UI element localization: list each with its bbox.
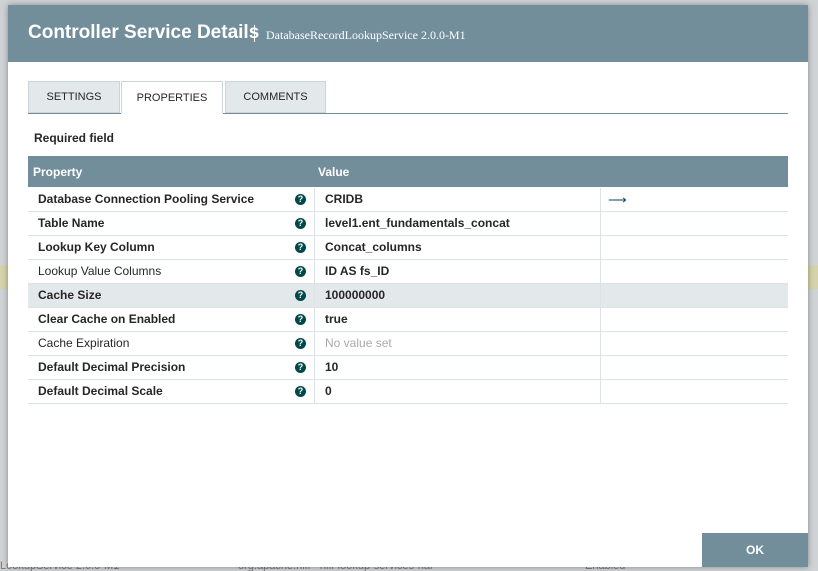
divider (314, 308, 315, 332)
property-value: 100000000 (325, 288, 386, 302)
column-header: Value (318, 165, 350, 179)
property-value: Concat_columns (325, 240, 422, 254)
help-icon[interactable]: ? (295, 338, 306, 349)
help-icon[interactable]: ? (295, 290, 306, 301)
divider (314, 188, 315, 212)
divider (600, 188, 601, 212)
property-value: CRIDB (325, 192, 363, 206)
divider (314, 356, 315, 380)
divider (600, 380, 601, 404)
property-row[interactable]: Cache Expiration? No value set (28, 332, 788, 356)
dialog-subtitle: DatabaseRecordLookupService 2.0.0-M1 (266, 28, 466, 42)
property-name: Cache Expiration (38, 336, 130, 350)
property-name: Lookup Key Column (38, 240, 155, 254)
help-icon[interactable]: ? (295, 362, 306, 373)
help-icon[interactable]: ? (295, 218, 306, 229)
property-row[interactable]: Default Decimal Scale? 0 (28, 380, 788, 404)
help-icon[interactable]: ? (295, 266, 306, 277)
help-icon[interactable]: ? (295, 386, 306, 397)
help-icon[interactable]: ? (295, 194, 306, 205)
property-name: Lookup Value Columns (38, 264, 162, 278)
divider (600, 236, 601, 260)
divider (600, 332, 601, 356)
divider (314, 284, 315, 308)
tab[interactable]: SETTINGS (28, 81, 120, 113)
property-row[interactable]: Lookup Value Columns? ID AS fs_ID (28, 260, 788, 284)
divider (600, 308, 601, 332)
dialog: Controller Service Details DatabaseRecor… (8, 5, 808, 567)
property-name: Database Connection Pooling Service (38, 192, 255, 206)
property-value: 10 (325, 360, 339, 374)
goto-arrow[interactable]: ⟶ (608, 192, 627, 207)
column-header: Property (33, 165, 83, 179)
divider (600, 356, 601, 380)
divider (314, 260, 315, 284)
tab-underline (28, 113, 788, 114)
separator (254, 25, 255, 42)
ok-button[interactable]: OK (702, 533, 808, 567)
property-row[interactable]: Clear Cache on Enabled? true (28, 308, 788, 332)
property-name: Default Decimal Scale (38, 384, 163, 398)
help-icon[interactable]: ? (295, 314, 306, 325)
property-value: ID AS fs_ID (325, 264, 390, 278)
property-name: Table Name (38, 216, 105, 230)
property-row[interactable]: Cache Size? 100000000 (28, 284, 788, 308)
property-name: Cache Size (38, 288, 102, 302)
divider (314, 380, 315, 404)
help-icon[interactable]: ? (295, 242, 306, 253)
property-row[interactable]: Database Connection Pooling Service? CRID… (28, 188, 788, 212)
tab[interactable]: PROPERTIES (121, 81, 223, 114)
property-row[interactable]: Table Name? level1.ent_fundamentals_conca… (28, 212, 788, 236)
divider (600, 284, 601, 308)
required-label: Required field (34, 131, 115, 145)
divider (314, 236, 315, 260)
property-value: No value set (325, 336, 392, 350)
property-value: 0 (325, 384, 332, 398)
divider (600, 260, 601, 284)
tab[interactable]: COMMENTS (225, 81, 326, 113)
property-value: true (325, 312, 348, 326)
property-value: level1.ent_fundamentals_concat (325, 216, 510, 230)
property-name: Default Decimal Precision (38, 360, 186, 374)
property-row[interactable]: Lookup Key Column? Concat_columns (28, 236, 788, 260)
table-header: Property Value (28, 156, 788, 187)
divider (314, 332, 315, 356)
property-row[interactable]: Default Decimal Precision? 10 (28, 356, 788, 380)
divider (600, 212, 601, 236)
divider (314, 212, 315, 236)
dialog-title: Controller Service Details (28, 22, 260, 43)
dialog-header: Controller Service Details DatabaseRecor… (8, 5, 808, 62)
property-name: Clear Cache on Enabled (38, 312, 176, 326)
